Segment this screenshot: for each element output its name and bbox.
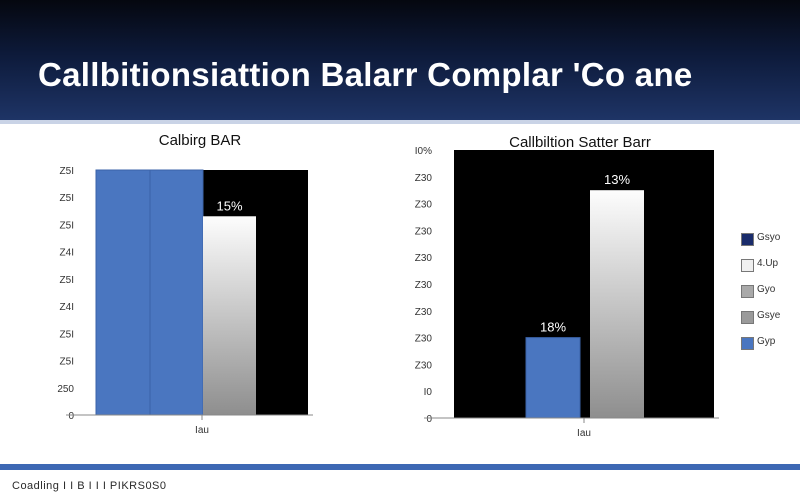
y-tick-label: Z30 <box>415 360 433 371</box>
data-label: 18% <box>540 320 566 335</box>
y-tick-label: 0 <box>426 414 432 425</box>
y-tick-label: Z5I <box>60 220 74 231</box>
footer-text: Coadling I I B I I I PIKRS0S0 <box>12 480 167 492</box>
x-tick-label: Iau <box>195 425 209 436</box>
chart-title: Callbiltion Satter Barr <box>509 134 651 151</box>
banner-divider <box>0 120 800 124</box>
bar <box>203 216 256 415</box>
legend-item: Gyo <box>741 282 800 308</box>
page-title: Callbitionsiattion Balarr Complar 'Co an… <box>38 56 693 93</box>
y-tick-label: Z30 <box>415 226 433 237</box>
chart-title: Calbirg BAR <box>159 132 242 149</box>
legend-label: Gsyo <box>757 232 781 243</box>
legend-item: Gsye <box>741 308 800 334</box>
bar <box>590 190 644 418</box>
title-banner: Callbitionsiattion Balarr Complar 'Co an… <box>0 0 800 120</box>
bar <box>149 169 204 416</box>
y-tick-label: Z4I <box>60 248 74 259</box>
legend-label: Gyp <box>757 336 776 347</box>
legend-swatch <box>741 233 754 246</box>
data-label: 15% <box>216 198 242 213</box>
y-tick-label: Z5I <box>60 166 74 177</box>
data-label: 13% <box>604 172 630 187</box>
y-tick-label: Z5I <box>60 193 74 204</box>
y-tick-label: Z30 <box>415 334 433 345</box>
y-tick-label: I0 <box>424 387 433 398</box>
y-tick-label: I0% <box>415 146 432 157</box>
legend: Gsyo 4.Up Gyo Gsye Gyp <box>741 230 800 360</box>
y-tick-label: Z30 <box>415 253 433 264</box>
y-tick-label: Z30 <box>415 200 433 211</box>
bar <box>525 337 581 419</box>
legend-label: 4.Up <box>757 258 779 269</box>
y-tick-label: Z4I <box>60 302 74 313</box>
chart-left: Calbirg BAR 0 250 Z5I Z5I Z4I Z5I Z4I Z5I Z5I Z5I 1… <box>57 132 313 436</box>
legend-label: Gyo <box>757 284 776 295</box>
legend-swatch <box>741 337 754 350</box>
y-tick-label: Z5I <box>60 329 74 340</box>
legend-item: 4.Up <box>741 256 800 282</box>
chart-right: Callbiltion Satter Barr 0 I0 Z30 Z30 Z30 Z30 Z3… <box>415 134 719 439</box>
legend-swatch <box>741 259 754 272</box>
y-tick-label: 250 <box>57 384 74 395</box>
legend-item: Gyp <box>741 334 800 360</box>
y-tick-label: 0 <box>68 411 74 422</box>
legend-swatch <box>741 285 754 298</box>
x-tick-label: Iau <box>577 428 591 439</box>
y-tick-label: Z30 <box>415 307 433 318</box>
y-tick-label: Z5I <box>60 357 74 368</box>
bar <box>95 169 151 416</box>
plot-area <box>454 150 714 418</box>
y-tick-label: Z30 <box>415 280 433 291</box>
legend-label: Gsye <box>757 310 781 321</box>
legend-swatch <box>741 311 754 324</box>
footer-band <box>0 464 800 470</box>
y-tick-label: Z5I <box>60 275 74 286</box>
legend-item: Gsyo <box>741 230 800 256</box>
y-tick-label: Z30 <box>415 173 433 184</box>
